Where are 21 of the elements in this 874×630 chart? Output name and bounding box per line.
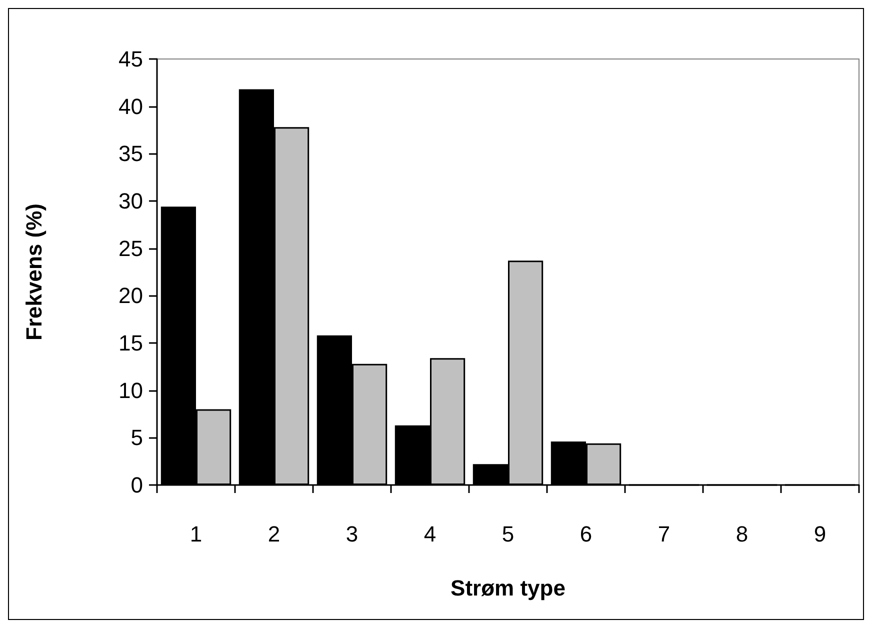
y-tick-label: 30 (118, 188, 143, 214)
x-tick-label: 8 (736, 522, 748, 546)
y-tick-label: 40 (118, 94, 143, 119)
x-tick-label: 9 (814, 522, 826, 546)
x-tick-label: 2 (268, 522, 280, 546)
y-tick-label: 15 (118, 330, 143, 356)
y-tick-label: 10 (118, 378, 143, 403)
y-tick-label: 45 (118, 46, 143, 72)
x-tick-label: 5 (502, 522, 514, 546)
x-tick-label: 6 (580, 522, 592, 546)
y-tick-label: 0 (130, 472, 143, 498)
x-axis-title: Strøm type (450, 576, 566, 600)
x-tick-label: 3 (346, 522, 358, 546)
y-tick-label: 25 (118, 236, 143, 261)
x-tick-label: 7 (658, 522, 670, 546)
y-axis-title: Frekvens (%) (22, 204, 46, 340)
y-tick-label: 20 (118, 283, 143, 308)
y-tick-label: 35 (118, 141, 143, 166)
y-tick-label: 5 (130, 425, 143, 450)
x-tick-label: 1 (190, 522, 202, 546)
x-tick-label: 4 (424, 522, 436, 546)
